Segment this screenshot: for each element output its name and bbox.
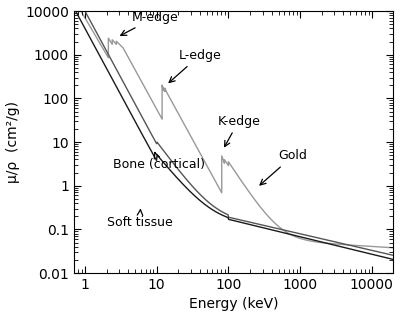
Text: Soft tissue: Soft tissue: [106, 210, 172, 229]
Text: Gold: Gold: [260, 149, 308, 185]
Text: K-edge: K-edge: [217, 115, 260, 146]
X-axis label: Energy (keV): Energy (keV): [189, 297, 278, 311]
Y-axis label: μ/ρ  (cm²/g): μ/ρ (cm²/g): [6, 101, 20, 183]
Text: M-edge: M-edge: [121, 11, 178, 36]
Text: Bone (cortical): Bone (cortical): [114, 152, 206, 171]
Text: L-edge: L-edge: [169, 49, 221, 82]
